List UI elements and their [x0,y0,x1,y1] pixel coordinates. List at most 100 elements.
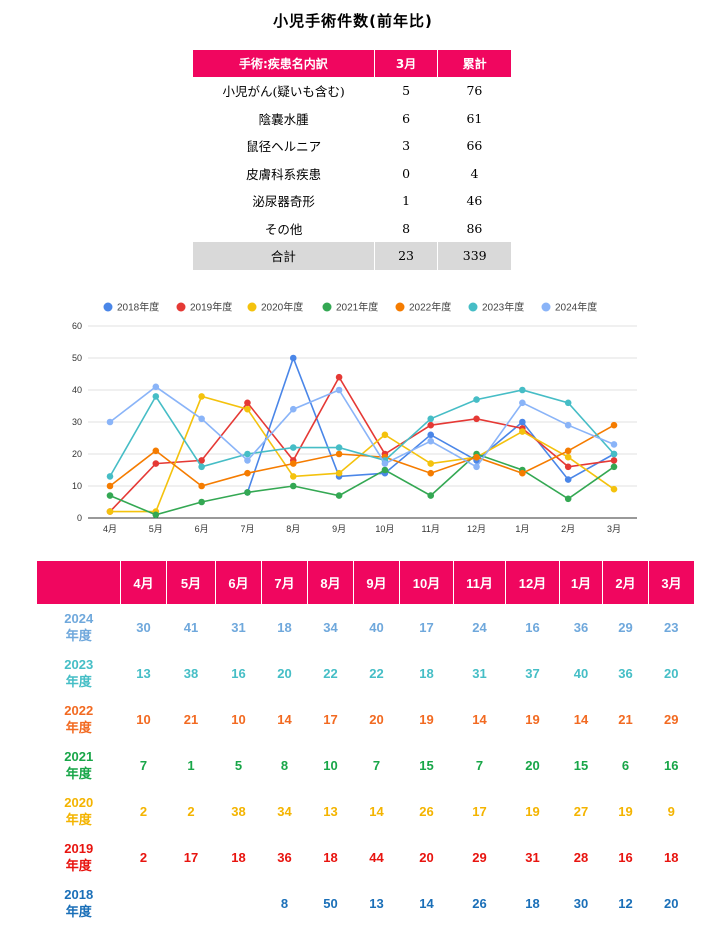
data-table-row: 2022 年度 10 21 10 14 17 20 19 14 19 14 21 29 [37,696,694,742]
data-point [198,415,205,423]
year-number: 2020 [64,795,94,810]
year-suffix: 年度 [65,766,92,781]
data-table-cell: 10 [231,711,246,727]
data-table-cell: 31 [472,665,487,681]
data-point [335,386,343,394]
summary-disease-name: 陰嚢水腫 [258,111,309,127]
summary-disease-name: 小児がん(疑いも含む) [222,84,345,100]
data-table-cell [121,880,167,926]
x-tick-label: 6月 [195,524,209,534]
data-table-cell: 20 [664,895,679,911]
data-point [198,498,205,506]
data-table-cell: 50 [323,895,338,911]
data-table-cell: 7 [139,757,148,773]
data-point [427,492,435,499]
data-table-row: 2023 年度 13 38 16 20 22 22 18 31 37 40 36 20 [37,650,694,696]
data-table-month-header: 2月 [602,561,649,604]
summary-cumulative-count: 61 [466,110,483,126]
y-tick-label: 60 [72,321,82,331]
summary-row: その他 8 86 [193,215,511,243]
data-table-cell: 17 [183,849,199,865]
data-point [198,457,205,464]
summary-header-name: 手術:疾患名内訳 [193,50,375,77]
x-tick-label: 12月 [467,524,486,534]
summary-total-label: 合計 [193,242,375,270]
data-point [381,431,389,439]
data-point [289,405,297,413]
data-table-cell: 28 [573,849,589,865]
legend-marker [176,302,186,312]
data-table-cell: 2 [139,849,148,865]
data-point [564,476,572,483]
data-table-cell: 29 [664,711,679,727]
year-number: 2024 [64,611,94,626]
y-tick-label: 30 [72,417,82,427]
data-table-cell: 7 [475,757,484,773]
legend-marker [322,302,332,312]
data-point [289,473,297,480]
data-table-cell: 21 [183,711,199,727]
data-table-cell: 7 [372,757,381,773]
legend-label: 2022年度 [409,301,451,314]
data-point [289,444,297,451]
data-table-cell: 34 [277,803,292,819]
legend-item: 2023年度 [468,301,524,314]
data-table-cell: 34 [323,619,338,635]
data-table-cell: 10 [323,757,338,773]
data-table-cell: 16 [664,757,679,773]
summary-header-cumulative: 累計 [437,50,511,77]
data-table-cell: 20 [525,757,540,773]
data-point [610,463,618,471]
data-point [610,421,618,429]
summary-header-row: 手術:疾患名内訳 3月 累計 [193,50,511,77]
y-tick-label: 50 [72,353,82,363]
data-table-cell: 14 [472,711,487,727]
legend-label: 2023年度 [482,301,524,314]
data-table-cell: 20 [664,665,679,681]
legend-item: 2021年度 [322,301,378,314]
data-point [427,421,435,429]
data-point [289,460,297,467]
data-table-cell: 5 [234,757,243,773]
year-suffix: 年度 [65,812,92,827]
summary-total-row: 合計 23 339 [193,242,511,270]
data-point [564,447,572,455]
data-table-cell: 13 [136,665,151,681]
x-tick-label: 9月 [332,524,346,534]
data-table-year-label: 2019 年度 [37,834,121,880]
data-point [106,482,114,490]
data-table-cell: 18 [323,849,338,865]
data-table-cell: 14 [277,711,292,727]
data-table-month-header: 5月 [166,561,216,604]
data-table-cell: 1 [187,757,195,773]
year-number: 2023 [64,657,94,672]
summary-row: 小児がん(疑いも含む) 5 76 [193,77,511,105]
data-point [244,450,251,458]
data-point [610,441,618,448]
data-point [335,444,343,451]
data-table-cell: 14 [573,711,589,727]
data-table-month-header: 6月 [215,561,262,604]
data-table-month-header: 4月 [120,561,167,604]
summary-cumulative-count: 66 [466,138,483,154]
year-number: 2019 [64,841,94,856]
data-table-year-label: 2023 年度 [37,650,121,696]
legend-item: 2020年度 [247,301,303,314]
data-table-cell: 13 [323,803,338,819]
data-table-cell: 20 [369,711,384,727]
data-table-cell: 13 [369,895,384,911]
data-table-row: 2021 年度 7 1 5 8 10 7 15 7 20 15 6 16 [37,742,694,788]
legend-label: 2020年度 [261,301,303,314]
data-table-cell: 44 [369,849,384,865]
summary-march-count: 0 [402,165,411,181]
year-number: 2021 [64,749,94,764]
series-line [109,453,615,516]
data-point [244,399,251,407]
data-table-cell: 40 [369,619,384,635]
data-table-cell: 37 [525,665,540,681]
data-table-cell [167,880,216,926]
legend-item: 2022年度 [395,301,451,314]
data-table-month-header: 10月 [399,561,454,604]
legend-marker [541,302,551,312]
data-table-year-label: 2021 年度 [37,742,121,788]
